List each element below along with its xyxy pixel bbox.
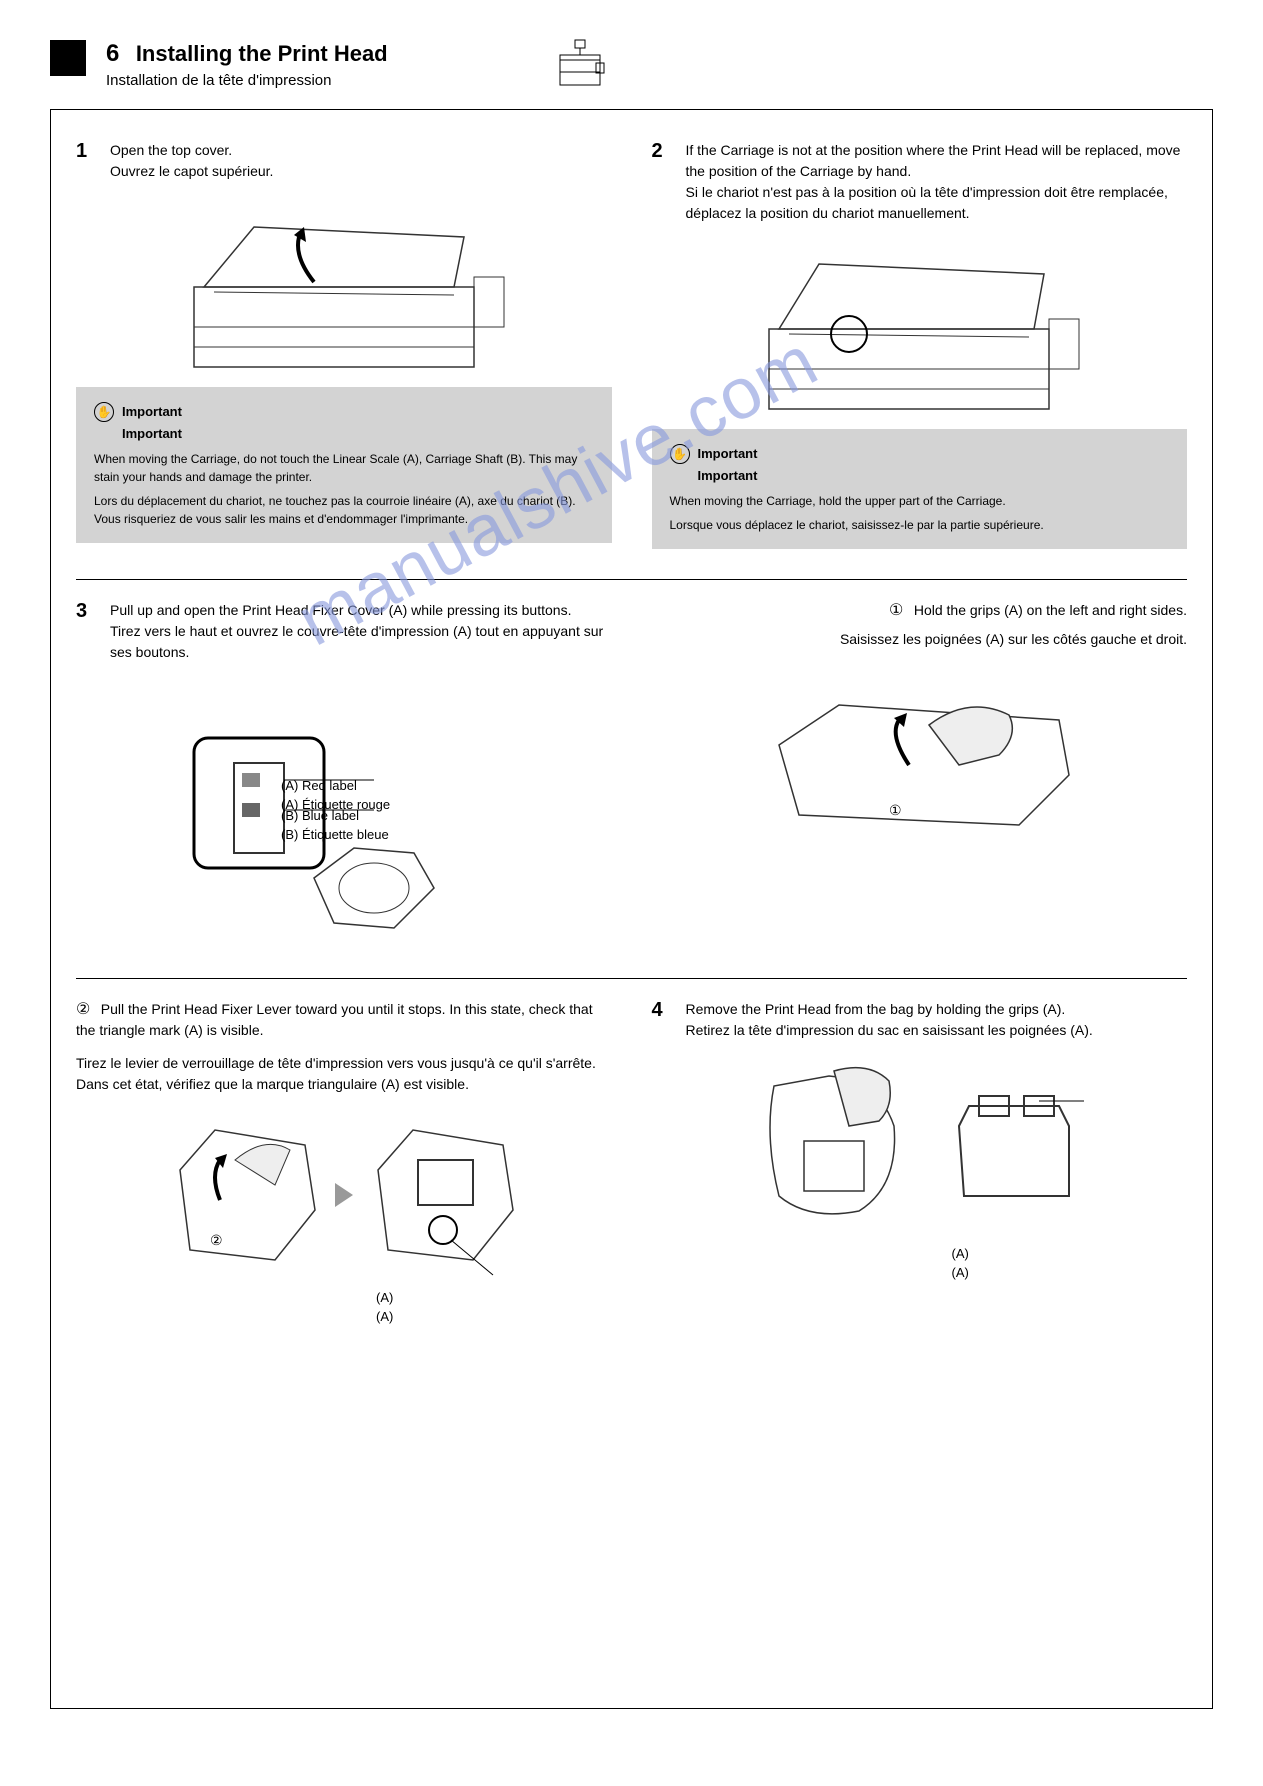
arrow-icon [335,1183,353,1207]
step-2-en: If the Carriage is not at the position w… [686,140,1188,182]
step-4-illustration [652,1056,1188,1236]
step-3-right: ① Hold the grips (A) on the left and rig… [652,600,1188,948]
step-2-num: 2 [652,140,676,163]
step-4: 4 Remove the Print Head from the bag by … [652,999,1188,1328]
step-3-sub2-illustration: ② [76,1110,612,1280]
row-3: ② Pull the Print Head Fixer Lever toward… [76,999,1187,1328]
sub-num-2: ② [76,999,90,1019]
step-2-warning: ✋ Important Important When moving the Ca… [652,429,1188,549]
step-3-en: Pull up and open the Print Head Fixer Co… [110,600,612,621]
step-2: 2 If the Carriage is not at the position… [652,140,1188,549]
warning-2-text-fr: Lorsque vous déplacez le chariot, saisis… [670,516,1170,534]
step-2-header: 2 If the Carriage is not at the position… [652,140,1188,224]
sub2-label-a: (A) [376,1290,612,1305]
hand-icon: ✋ [94,402,114,422]
step-3-illustration-left: (A) Red label (A) Étiquette rouge (B) Bl… [76,678,612,938]
header-text: 6 Installing the Print Head Installation… [106,40,388,89]
step4-label-a-fr: (A) [952,1265,1188,1280]
svg-text:②: ② [210,1232,223,1248]
section-title: Installing the Print Head [136,41,388,66]
label-b-fr: (B) Étiquette bleue [281,827,389,842]
printer-icon [550,35,610,95]
label-b-en: (B) Blue label [281,808,389,823]
row-1: 1 Open the top cover. Ouvrez le capot su… [76,140,1187,549]
step-4-en: Remove the Print Head from the bag by ho… [686,999,1093,1020]
sub1-fr: Saisissez les poignées (A) sur les côtés… [652,629,1188,650]
step-1-header: 1 Open the top cover. Ouvrez le capot su… [76,140,612,182]
step-2-fr: Si le chariot n'est pas à la position où… [686,182,1188,224]
step-3-sub2: ② Pull the Print Head Fixer Lever toward… [76,999,612,1328]
warning-2-title-fr: Important [698,466,758,486]
warning-1-title-en: Important [122,402,182,422]
sub-num-1: ① [889,600,903,620]
section-marker [50,40,86,76]
section-subtitle: Installation de la tête d'impression [106,72,388,89]
hand-icon: ✋ [670,444,690,464]
svg-text:①: ① [889,802,902,818]
divider-1 [76,579,1187,580]
step-3-fr: Tirez vers le haut et ouvrez le couvre-t… [110,621,612,663]
page-header: 6 Installing the Print Head Installation… [50,40,1213,89]
step-1-text: Open the top cover. Ouvrez le capot supé… [110,140,273,182]
section-number: 6 [106,40,119,67]
step-3-num: 3 [76,600,100,623]
step-2-text: If the Carriage is not at the position w… [686,140,1188,224]
sub2-fr: Tirez le levier de verrouillage de tête … [76,1053,612,1095]
content-frame: 1 Open the top cover. Ouvrez le capot su… [50,109,1213,1709]
label-a-en: (A) Red label [281,778,390,793]
warning-1-header: ✋ Important [94,402,594,422]
step-1-en: Open the top cover. [110,140,273,161]
sub2-label-a-fr: (A) [376,1309,612,1324]
label-b-container: (B) Blue label (B) Étiquette bleue [281,804,389,846]
warning-2-text-en: When moving the Carriage, hold the upper… [670,492,1170,510]
warning-1-text-en: When moving the Carriage, do not touch t… [94,450,594,486]
step-3-illustration-right: ① [652,665,1188,865]
step-4-header: 4 Remove the Print Head from the bag by … [652,999,1188,1041]
step-1-illustration [76,197,612,377]
step-3-header: 3 Pull up and open the Print Head Fixer … [76,600,612,663]
warning-2-header-fr: Important [698,466,1170,486]
warning-1-text-fr: Lors du déplacement du chariot, ne touch… [94,492,594,528]
step-1: 1 Open the top cover. Ouvrez le capot su… [76,140,612,549]
row-2: 3 Pull up and open the Print Head Fixer … [76,600,1187,948]
warning-1-header-fr: Important [122,424,594,444]
step-4-num: 4 [652,999,676,1022]
step-1-fr: Ouvrez le capot supérieur. [110,161,273,182]
step-4-text: Remove the Print Head from the bag by ho… [686,999,1093,1041]
warning-2-title-en: Important [698,444,758,464]
step4-label-a: (A) [952,1246,1188,1261]
step-3-left: 3 Pull up and open the Print Head Fixer … [76,600,612,948]
warning-1-title-fr: Important [122,424,182,444]
step-1-warning: ✋ Important Important When moving the Ca… [76,387,612,543]
sub2-en: Pull the Print Head Fixer Lever toward y… [76,1001,593,1038]
step-4-fr: Retirez la tête d'impression du sac en s… [686,1020,1093,1041]
step-3-text: Pull up and open the Print Head Fixer Co… [110,600,612,663]
warning-2-header: ✋ Important [670,444,1170,464]
sub1-en: Hold the grips (A) on the left and right… [914,602,1187,618]
step-1-num: 1 [76,140,100,163]
step-2-illustration [652,239,1188,419]
divider-2 [76,978,1187,979]
